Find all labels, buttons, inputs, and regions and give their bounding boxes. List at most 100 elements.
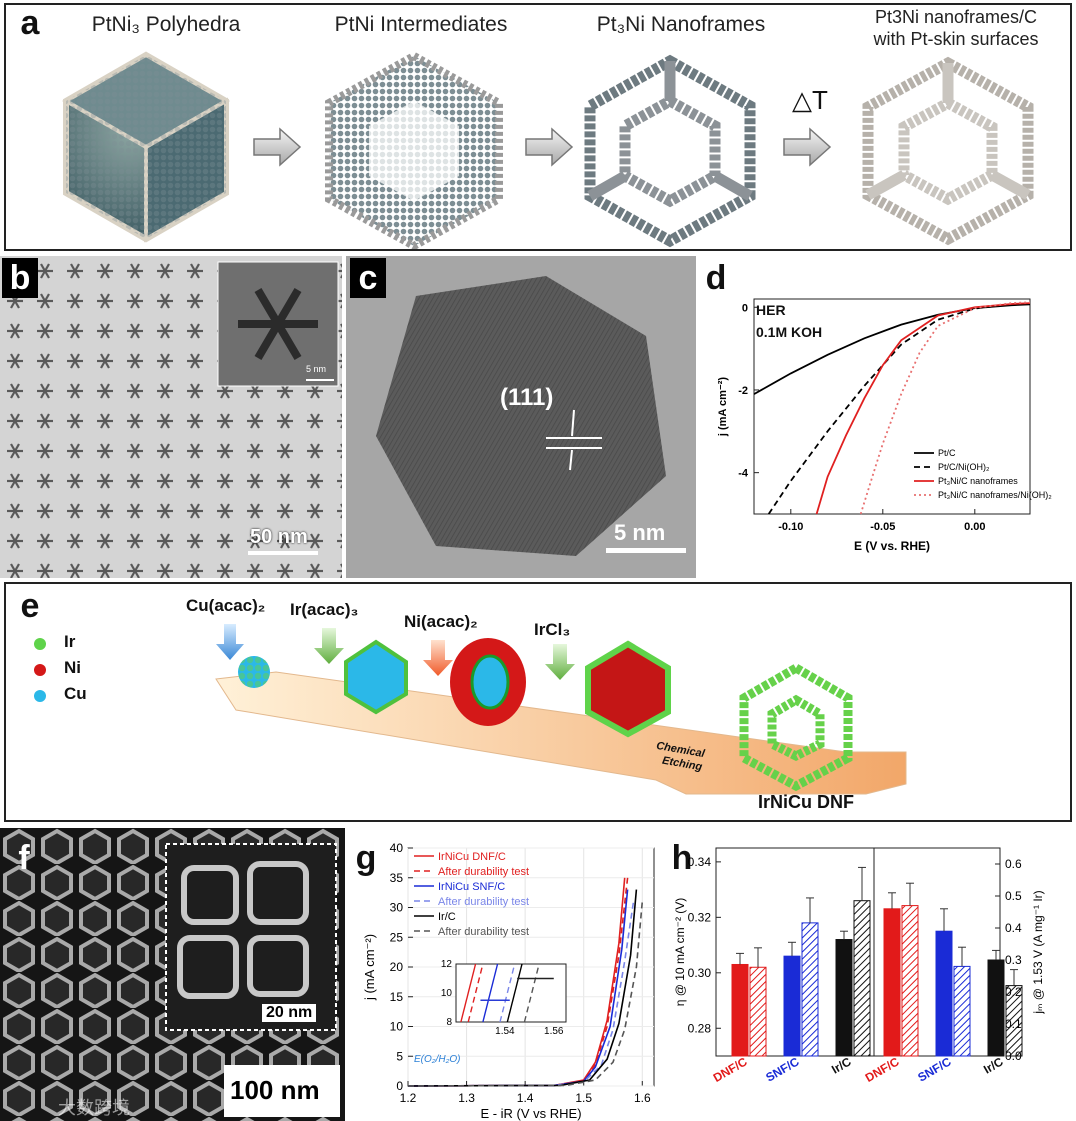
left-category-label: DNF/C — [711, 1054, 750, 1085]
panel-c-scalebar: 5 nm — [614, 520, 666, 545]
x-tick-label: -0.10 — [778, 521, 803, 533]
x-tick-label: -0.05 — [870, 521, 895, 533]
y-tick-label: 0 — [742, 302, 748, 314]
series-line-6 — [407, 901, 644, 1087]
precursor-arrow-ni-icon — [423, 640, 453, 676]
panel-e-letter: e — [20, 587, 40, 625]
legend-label-4: After durability test — [438, 896, 529, 908]
panel-d-annotation-electrolyte: 0.1M KOH — [756, 324, 823, 340]
panel-f-letter: f — [18, 839, 30, 877]
y-tick-label: -2 — [738, 385, 748, 397]
panel-e: e Ir Ni Cu — [4, 582, 1072, 822]
inset-series-line-5 — [506, 963, 523, 1023]
lattice-plane-label: (111) — [500, 384, 554, 411]
watermark-text: 大数跨境 — [58, 1098, 130, 1118]
stage-title-polyhedra: PtNi₃ Polyhedra — [91, 13, 241, 36]
panel-b-letter: b — [2, 258, 38, 298]
left-y-tick-label: 0.30 — [688, 966, 712, 980]
left-bar-0-1 — [749, 966, 767, 1057]
right-category-label: Ir/C — [981, 1054, 1006, 1076]
nanoframes-model — [584, 54, 756, 248]
precursor-arrow-cu-icon — [216, 624, 244, 660]
panel-d-letter: d — [705, 259, 727, 297]
right-y-tick-label: 0.4 — [1005, 921, 1022, 935]
panel-g: g 1.2 1.3 1.4 1.5 1.6 0 5 10 15 20 25 30 35 40 E - iR … — [348, 828, 664, 1121]
panel-c-hrtem-image: c (111) 5 nm — [346, 256, 696, 578]
stage-title-skin-line2: with Pt-skin surfaces — [873, 29, 1039, 49]
stage-title-intermediates: PtNi Intermediates — [334, 13, 508, 36]
panel-g-oer-chart: 1.2 1.3 1.4 1.5 1.6 0 5 10 15 20 25 30 35 40 E - iR (V… — [362, 841, 655, 1121]
precursor-ni: Ni(acac)₂ — [404, 612, 478, 631]
series-line-3 — [815, 302, 1031, 515]
series-line-4 — [859, 301, 1031, 515]
panel-h: h 0.280.300.320.340.00.10.20.30.40.50.6η… — [664, 828, 1076, 1121]
panel-d-her-chart: -0.10 -0.05 0.00 0 -2 -4 E (V vs. RHE) j (mA cm… — [717, 298, 1052, 553]
pt-skin-nanoframes-model — [862, 56, 1034, 246]
legend-label-1: Pt/C — [938, 448, 956, 458]
right-y-axis-label: jₘ @ 1.53 V (A mg⁻¹ Ir) — [1031, 890, 1045, 1014]
precursor-cu: Cu(acac)₂ — [186, 596, 266, 615]
left-bar-1-1 — [801, 922, 819, 1057]
x-tick-label: 1.6 — [634, 1091, 651, 1105]
right-bar-0-1 — [901, 905, 919, 1057]
left-bar-0-0 — [731, 963, 749, 1057]
reaction-belt — [215, 671, 907, 795]
x-tick-label: 1.2 — [400, 1091, 417, 1105]
y-axis-label: j (mA cm⁻²) — [362, 934, 377, 1001]
panel-d-annotation-her: HER — [756, 302, 786, 318]
right-y-tick-label: 0.5 — [1005, 889, 1022, 903]
legend-ni-label: Ni — [64, 658, 81, 677]
panel-g-inset-annotation: E(O₂/H₂O) — [414, 1054, 461, 1065]
process-arrow-1-icon — [253, 127, 302, 167]
panel-e-synthesis-schematic — [215, 624, 907, 795]
particle-ir-ni-icon — [585, 640, 671, 738]
y-tick-label: 25 — [390, 930, 404, 944]
left-bar-2-1 — [853, 900, 871, 1057]
precursor-ircl: IrCl₃ — [534, 620, 571, 639]
x-axis-label: E (V vs. RHE) — [854, 539, 930, 553]
legend-cu-label: Cu — [64, 684, 87, 703]
panel-f-inset-scalebar: 20 nm — [262, 1004, 317, 1022]
inset-y-tick-label: 12 — [441, 959, 453, 970]
legend-cu-swatch — [34, 690, 46, 702]
panel-b-tem-image: b 5 nm 50 nm — [0, 256, 342, 578]
y-tick-label: 20 — [390, 960, 404, 974]
legend-label-2: After durability test — [438, 866, 529, 878]
right-y-tick-label: 0.3 — [1005, 953, 1022, 967]
inset-x-tick-label: 1.56 — [544, 1026, 564, 1037]
left-y-axis-label: η @ 10 mA cm⁻² (V) — [673, 898, 687, 1007]
stage-title-skin-line1: Pt3Ni nanoframes/C — [874, 7, 1038, 27]
x-tick-label: 1.3 — [458, 1091, 475, 1105]
y-tick-label: 5 — [396, 1049, 403, 1063]
panel-b-scalebar: 50 nm — [250, 526, 308, 548]
panel-f-haadf-image: f 20 nm 100 nm 大数跨境 — [0, 828, 345, 1121]
panel-c-letter: c — [350, 258, 386, 298]
left-category-label: Ir/C — [829, 1054, 854, 1076]
legend-label-3: IrNiCu SNF/C — [438, 881, 505, 893]
inset-y-tick-label: 8 — [446, 1017, 452, 1028]
right-bar-2-0 — [987, 959, 1005, 1057]
y-tick-label: 30 — [390, 901, 404, 915]
left-category-label: SNF/C — [763, 1054, 801, 1084]
x-tick-label: 1.4 — [517, 1091, 534, 1105]
y-tick-label: 15 — [390, 990, 404, 1004]
right-bar-0-0 — [883, 908, 901, 1057]
precursor-ir: Ir(acac)₃ — [290, 600, 359, 619]
stage-title-nanoframes: Pt₃Ni Nanoframes — [596, 13, 766, 36]
inset-y-tick-label: 10 — [441, 988, 453, 999]
process-arrow-3-icon — [783, 127, 832, 167]
legend-ir-label: Ir — [64, 632, 76, 651]
inset-series-line-3 — [482, 963, 499, 1023]
legend-label-6: After durability test — [438, 926, 529, 938]
right-bar-1-1 — [953, 965, 971, 1057]
left-y-tick-label: 0.34 — [688, 855, 712, 869]
inset-x-tick-label: 1.54 — [495, 1026, 515, 1037]
panel-a-illustration — [61, 51, 1034, 249]
particle-ni-shell-icon — [450, 638, 526, 726]
plot-frame — [753, 298, 1031, 515]
left-y-tick-label: 0.28 — [688, 1021, 712, 1035]
particle-cu-seed-icon — [238, 656, 270, 688]
y-tick-label: 10 — [390, 1020, 404, 1034]
precursor-arrow-ircl-icon — [545, 644, 575, 680]
polyhedra-model — [61, 51, 231, 243]
